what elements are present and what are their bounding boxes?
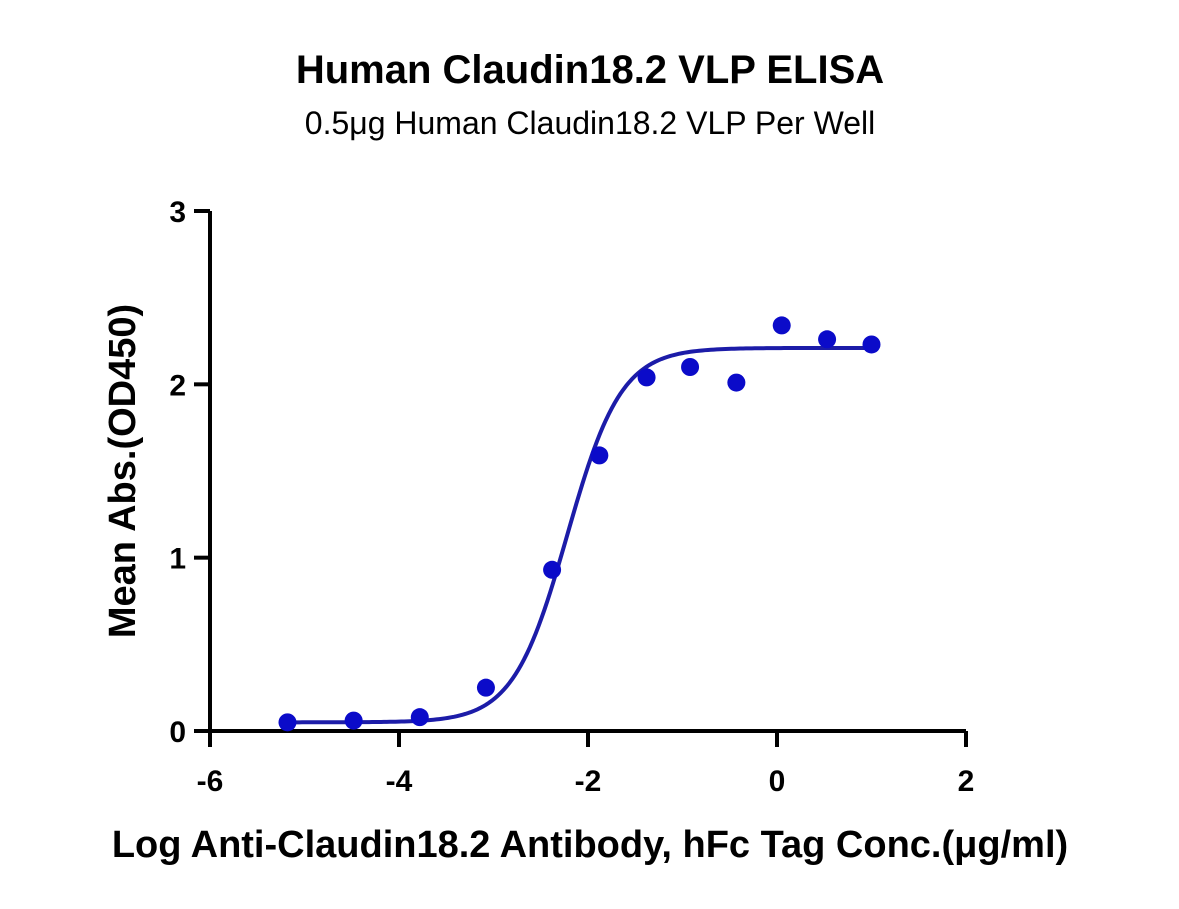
- data-point: [727, 373, 746, 392]
- y-tick-label: 3: [169, 196, 186, 229]
- data-point: [344, 711, 363, 730]
- data-point: [278, 713, 297, 732]
- y-tick-label: 1: [169, 543, 186, 576]
- data-point: [476, 678, 495, 697]
- fit-layer: [287, 345, 872, 725]
- data-point: [637, 368, 656, 387]
- data-point: [681, 358, 700, 376]
- y-tick-label: 2: [169, 369, 186, 402]
- points-layer: [278, 316, 881, 732]
- data-point: [818, 330, 837, 349]
- data-point: [543, 560, 562, 579]
- fit-curve: [287, 345, 872, 725]
- x-tick-label: 0: [769, 765, 786, 798]
- y-axis-label: Mean Abs.(OD450): [102, 304, 144, 638]
- x-axis-label: Log Anti-Claudin18.2 Antibody, hFc Tag C…: [112, 824, 1068, 866]
- chart-subtitle: 0.5μg Human Claudin18.2 VLP Per Well: [305, 105, 875, 141]
- x-tick-label: 2: [958, 765, 975, 798]
- data-point: [862, 335, 881, 354]
- data-point: [410, 708, 429, 727]
- x-tick-label: -2: [575, 765, 602, 798]
- x-tick-label: -6: [197, 765, 224, 798]
- y-tick-label: 0: [169, 716, 186, 749]
- x-tick-label: -4: [386, 765, 413, 798]
- data-point: [590, 446, 609, 465]
- axes: 0 1 2 3 -6 -4 -2 0 2: [169, 196, 974, 798]
- data-point: [772, 316, 791, 335]
- chart-title: Human Claudin18.2 VLP ELISA: [296, 48, 884, 92]
